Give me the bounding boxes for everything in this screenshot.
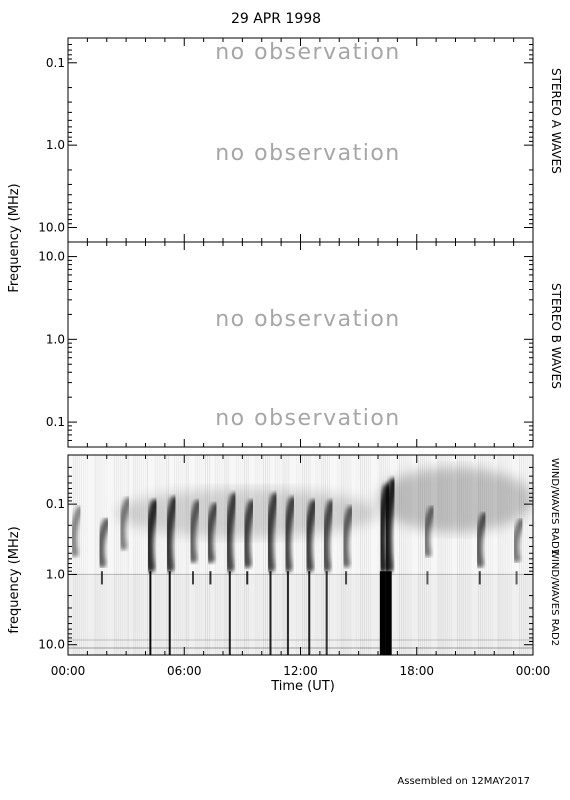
- stereo-a-panel: no observation no observation 0.1 1.0 10.0…: [38, 37, 563, 243]
- radio-burst: [473, 512, 489, 568]
- chart-title: 29 APR 1998: [231, 11, 321, 27]
- no-observation-label: no observation: [215, 406, 401, 431]
- stereo-a-label: STEREO A WAVES: [549, 68, 563, 174]
- time-tick-label: 00:00: [51, 664, 86, 678]
- time-axis-label: Time (UT): [270, 679, 335, 694]
- wind-rad1-label: WIND/WAVES RAD1: [549, 458, 560, 555]
- radio-burst: [382, 477, 399, 573]
- wind-frequency-axis-label: frequency (MHz): [7, 526, 22, 633]
- radio-burst: [187, 499, 203, 564]
- time-tick-label: 12:00: [283, 664, 318, 678]
- stereo-a-y-tick-label: 0.1: [46, 56, 65, 70]
- wind-y-tick-label: 0.1: [46, 497, 65, 511]
- stereo-b-label: STEREO B WAVES: [549, 283, 563, 389]
- stereo-b-y-tick-label: 10.0: [38, 250, 65, 264]
- time-tick-label: 18:00: [399, 664, 434, 678]
- no-observation-label: no observation: [215, 40, 401, 65]
- wind-y-tick-label: 10.0: [38, 638, 65, 652]
- radio-burst: [96, 517, 112, 568]
- rad2-background: [68, 574, 533, 655]
- radio-burst: [511, 518, 526, 563]
- no-observation-label: no observation: [215, 307, 401, 332]
- wind-y-tick-label: 1.0: [46, 567, 65, 581]
- radio-burst: [223, 492, 240, 573]
- stereo-b-panel: no observation no observation 10.0 1.0 0.1…: [38, 241, 563, 448]
- radio-burst: [281, 496, 298, 573]
- radio-burst: [340, 505, 356, 568]
- no-observation-label: no observation: [215, 141, 401, 166]
- frequency-axis-label: Frequency (MHz): [7, 183, 22, 292]
- stereo-b-y-tick-label: 1.0: [46, 332, 65, 346]
- time-tick-label: 06:00: [167, 664, 202, 678]
- stereo-a-y-tick-label: 1.0: [46, 138, 65, 152]
- radio-burst: [163, 496, 180, 573]
- assembled-date-footer: Assembled on 12MAY2017: [397, 776, 530, 787]
- radio-burst: [302, 499, 319, 573]
- diffuse-emission: [378, 467, 533, 533]
- radio-burst: [117, 497, 133, 551]
- radio-burst: [204, 502, 220, 564]
- wind-rad2-label: WIND/WAVES RAD2: [549, 549, 560, 646]
- wind-waves-panel: 0.1 1.0 10.0 frequency (MHz) WIND/WAVES RA…: [7, 38, 560, 694]
- radio-burst: [69, 506, 84, 557]
- radio-burst: [241, 499, 257, 569]
- radio-burst: [143, 499, 161, 573]
- radio-burst: [320, 499, 337, 573]
- radio-burst: [264, 492, 281, 573]
- radio-burst: [421, 505, 437, 558]
- stereo-b-y-tick-label: 0.1: [46, 415, 65, 429]
- stereo-a-y-tick-label: 10.0: [38, 220, 65, 234]
- time-tick-label: 00:00: [516, 664, 551, 678]
